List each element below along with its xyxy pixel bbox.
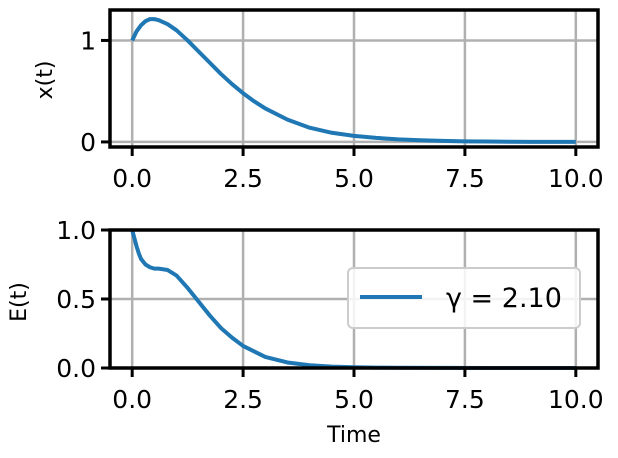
ticks-position-plot: 0.0 2.5 5.0 7.5 10.0 0 1	[80, 26, 604, 193]
axes-frame-energy-plot	[108, 228, 600, 370]
x-tick-label: 10.0	[548, 385, 604, 414]
y-tick-label: 1	[80, 26, 96, 55]
ticks-energy-plot: 0.0 2.5 5.0 7.5 10.0 0.0 0.5 1.0	[56, 216, 603, 414]
x-tick-label: 2.5	[223, 164, 263, 193]
legend: γ = 2.10	[347, 267, 581, 329]
panel-position-plot: 0.0 2.5 5.0 7.5 10.0 0 1 x(t)	[33, 8, 604, 193]
grid-position-plot	[110, 10, 598, 147]
x-tick-label: 7.5	[445, 164, 485, 193]
x-tick-label: 0.0	[112, 385, 152, 414]
x-tick-label: 7.5	[445, 385, 485, 414]
y-tick-label: 0.5	[56, 285, 96, 314]
panel-energy-plot: 0.0 2.5 5.0 7.5 10.0 0.0 0.5 1.0 E(t) Time γ = …	[7, 216, 604, 448]
y-tick-label: 1.0	[56, 216, 96, 245]
x-tick-label: 2.5	[223, 385, 263, 414]
y-tick-label: 0.0	[56, 354, 96, 383]
y-axis-label-position: x(t)	[33, 61, 58, 100]
series-line-position	[130, 17, 576, 144]
axes-frame-position-plot	[108, 8, 600, 149]
x-tick-label: 5.0	[334, 164, 374, 193]
y-axis-label-energy: E(t)	[7, 282, 32, 322]
x-tick-label: 5.0	[334, 385, 374, 414]
x-tick-label: 10.0	[548, 164, 604, 193]
legend-label-gamma: γ = 2.10	[446, 283, 562, 314]
x-axis-label-time: Time	[326, 423, 381, 448]
legend-box	[347, 267, 581, 329]
x-tick-label: 0.0	[112, 164, 152, 193]
y-tick-label: 0	[80, 128, 96, 157]
